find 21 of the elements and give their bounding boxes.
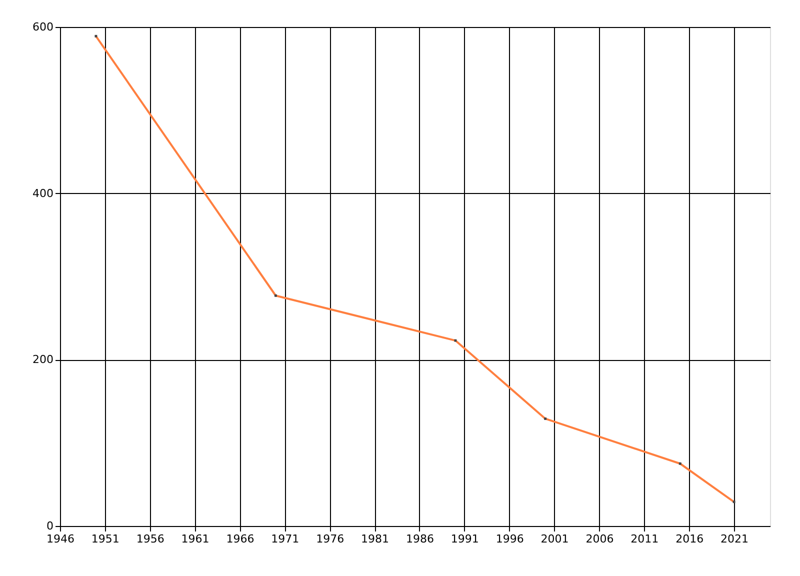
x-tick-label: 1961 (181, 532, 210, 546)
x-tick-label: 2021 (720, 532, 749, 546)
x-tick-label: 1946 (46, 532, 74, 546)
x-tick-label: 2011 (630, 532, 659, 546)
x-tick-label: 1991 (450, 532, 479, 546)
x-tick-label: 2006 (586, 532, 614, 546)
y-tick-label: 600 (32, 20, 54, 34)
x-tick-label: 1971 (271, 532, 300, 546)
x-tick-label: 1981 (361, 532, 390, 546)
y-tick-label: 200 (32, 353, 54, 366)
x-tick-label: 1966 (226, 532, 254, 546)
x-tick-label: 1976 (316, 532, 344, 546)
x-tick-label: 1956 (136, 532, 164, 546)
x-tick-label: 2016 (676, 532, 704, 546)
x-tick-label: 1951 (91, 532, 120, 546)
x-tick-label: 1986 (406, 532, 434, 546)
x-tick-label: 1996 (496, 532, 524, 546)
line-series (94, 34, 736, 504)
y-tick-label: 0 (46, 520, 54, 532)
y-tick-label: 400 (32, 186, 54, 200)
x-tick-label: 2001 (540, 532, 569, 546)
